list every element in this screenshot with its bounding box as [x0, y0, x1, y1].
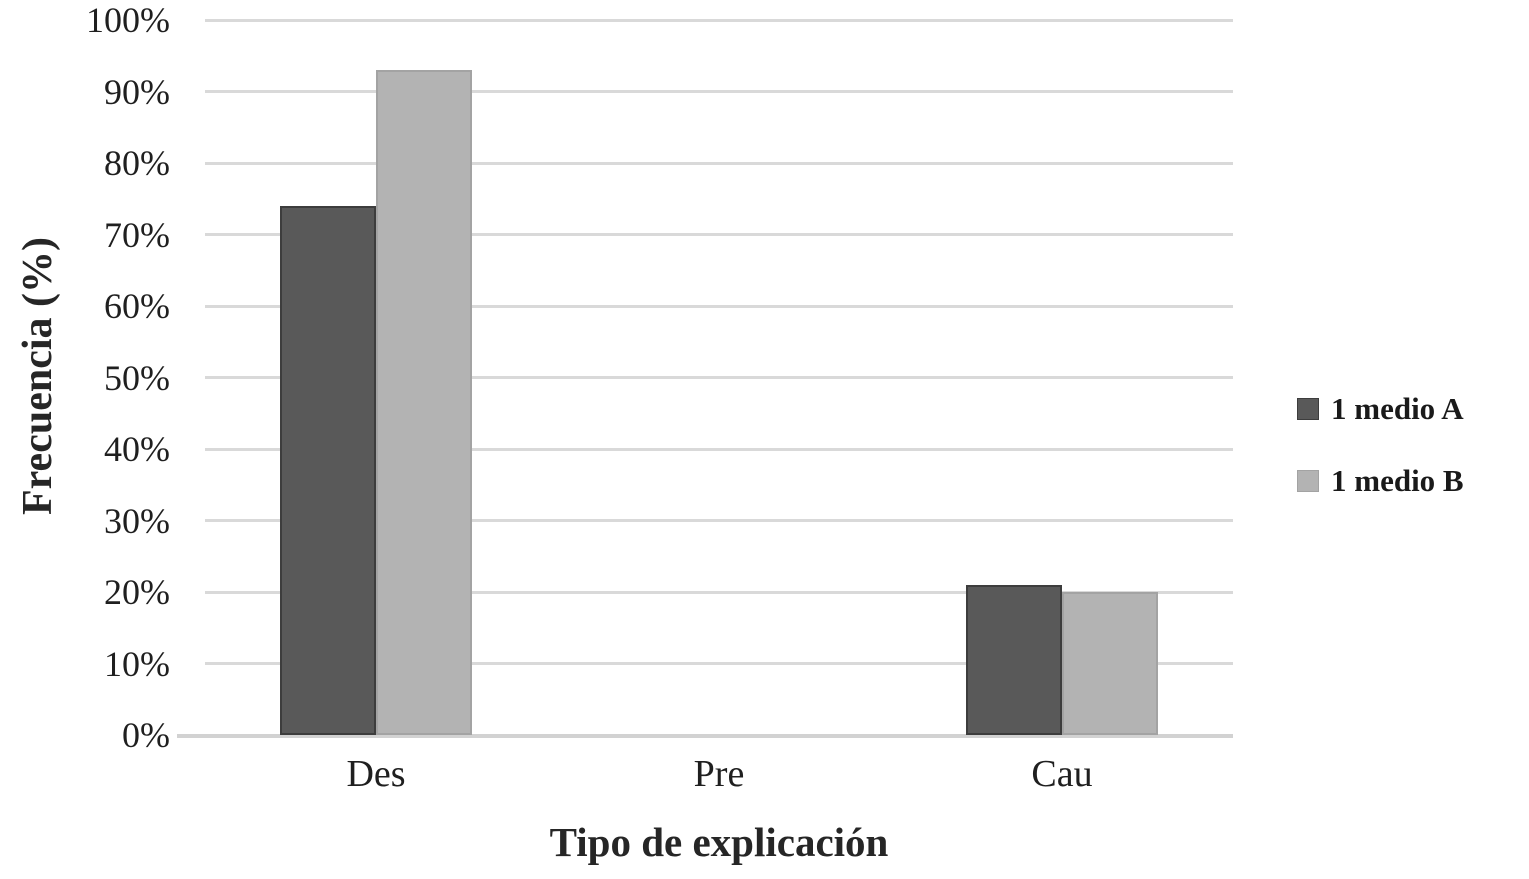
x-axis-line	[177, 734, 1233, 738]
gridline	[205, 662, 1233, 665]
x-tick-label-cau: Cau	[1031, 753, 1093, 795]
gridline	[205, 19, 1233, 22]
legend: 1 medio A 1 medio B	[1297, 391, 1464, 536]
bar-series-0-cau	[966, 585, 1062, 735]
y-tick-label: 90%	[104, 72, 170, 112]
legend-swatch-icon	[1297, 398, 1319, 420]
y-tick-label: 30%	[104, 501, 170, 541]
legend-label: 1 medio B	[1331, 463, 1464, 498]
legend-swatch-icon	[1297, 470, 1319, 492]
legend-item-0: 1 medio A	[1297, 391, 1464, 426]
gridline	[205, 376, 1233, 379]
legend-label: 1 medio A	[1331, 391, 1464, 426]
x-tick-label-des: Des	[346, 753, 406, 795]
gridline	[205, 233, 1233, 236]
gridline	[205, 591, 1233, 594]
legend-item-1: 1 medio B	[1297, 463, 1464, 498]
plot-area	[177, 19, 1233, 738]
gridline	[205, 90, 1233, 93]
y-tick-label: 60%	[104, 286, 170, 326]
bar-series-0-des	[280, 206, 376, 735]
x-tick-label-pre: Pre	[693, 753, 745, 795]
y-tick-label: 100%	[86, 0, 170, 40]
bar-series-1-cau	[1062, 592, 1158, 735]
y-tick-label: 10%	[104, 644, 170, 684]
y-tick-label: 0%	[122, 715, 170, 755]
y-axis-tick-labels: 0% 10% 20% 30% 40% 50% 60% 70% 80% 90% 100%	[0, 0, 170, 755]
gridline	[205, 519, 1233, 522]
bar-series-1-des	[376, 70, 472, 735]
y-tick-label: 70%	[104, 215, 170, 255]
y-tick-label: 40%	[104, 429, 170, 469]
x-axis-tick-labels: Des Pre Cau	[205, 752, 1233, 800]
y-tick-label: 80%	[104, 143, 170, 183]
y-tick-label: 20%	[104, 572, 170, 612]
gridline	[205, 162, 1233, 165]
x-axis-title: Tipo de explicación	[549, 819, 889, 865]
gridline	[205, 448, 1233, 451]
y-tick-label: 50%	[104, 358, 170, 398]
gridline	[205, 305, 1233, 308]
